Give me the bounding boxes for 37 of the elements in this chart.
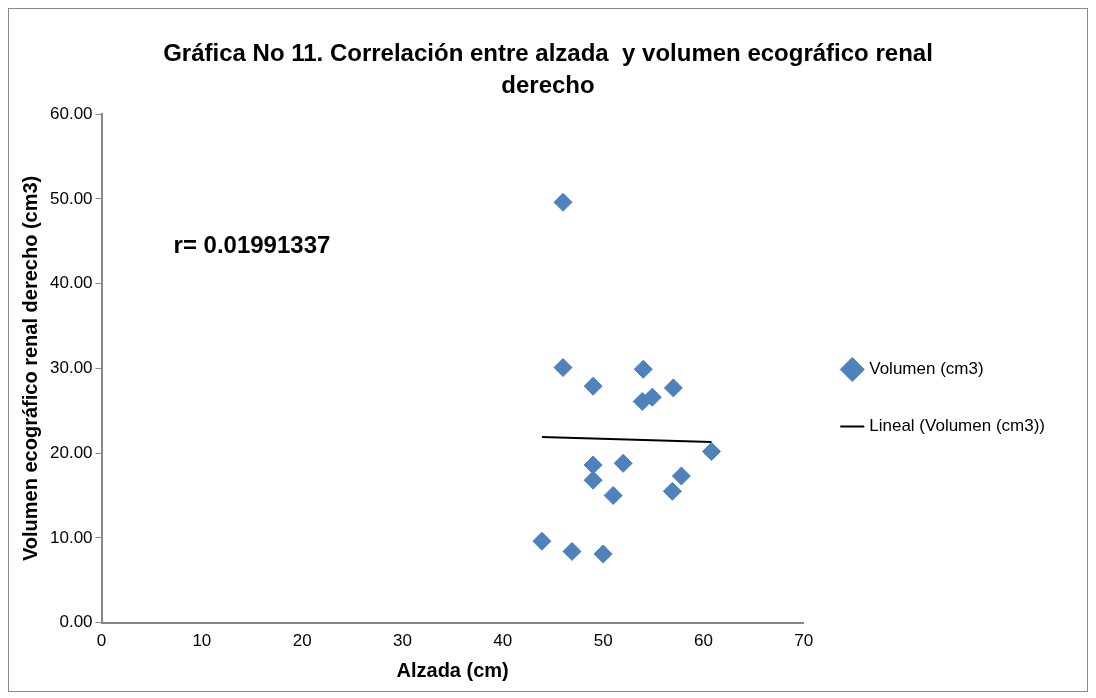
- y-axis-title: Volumen ecográfico renal derecho (cm3): [18, 175, 41, 562]
- point: [603, 486, 623, 505]
- x-tick-label: 10: [192, 631, 212, 651]
- legend-label: Lineal (Volumen (cm3)): [869, 416, 1046, 436]
- point: [583, 376, 603, 396]
- point: [583, 455, 603, 475]
- x-tick-label: 30: [393, 631, 412, 651]
- point: [593, 544, 613, 564]
- y-tick-label: 10.00: [49, 527, 93, 547]
- point: [562, 541, 582, 561]
- legend-label: Volumen (cm3): [869, 359, 984, 379]
- point: [642, 387, 662, 407]
- x-axis-title: Alzada (cm): [396, 658, 509, 681]
- point: [553, 192, 573, 212]
- y-tick-label: 60.00: [49, 103, 93, 123]
- chart-title: Gráfica No 11. Correlación entre alzada y volumen ecográfico renal derecho: [162, 38, 934, 100]
- point: [613, 453, 633, 473]
- y-tick-label: 40.00: [49, 273, 93, 293]
- point: [663, 378, 683, 398]
- point: [553, 358, 573, 378]
- x-tick-label: 20: [292, 631, 312, 651]
- y-tick-label: 20.00: [49, 442, 93, 462]
- x-tick-label: 60: [693, 631, 713, 651]
- point: [532, 531, 552, 551]
- point: [671, 466, 691, 486]
- x-tick-label: 40: [493, 631, 513, 651]
- point: [633, 359, 653, 379]
- point: [583, 470, 603, 490]
- y-tick-label: 0.00: [59, 612, 93, 632]
- y-tick-label: 50.00: [49, 188, 93, 208]
- point: [701, 441, 721, 461]
- x-tick-label: 0: [96, 631, 107, 651]
- point: [662, 481, 682, 501]
- annotation: r= 0.01991337: [173, 230, 331, 258]
- y-tick-label: 30.00: [49, 358, 93, 378]
- x-tick-label: 70: [794, 631, 814, 651]
- x-tick-label: 50: [593, 631, 613, 651]
